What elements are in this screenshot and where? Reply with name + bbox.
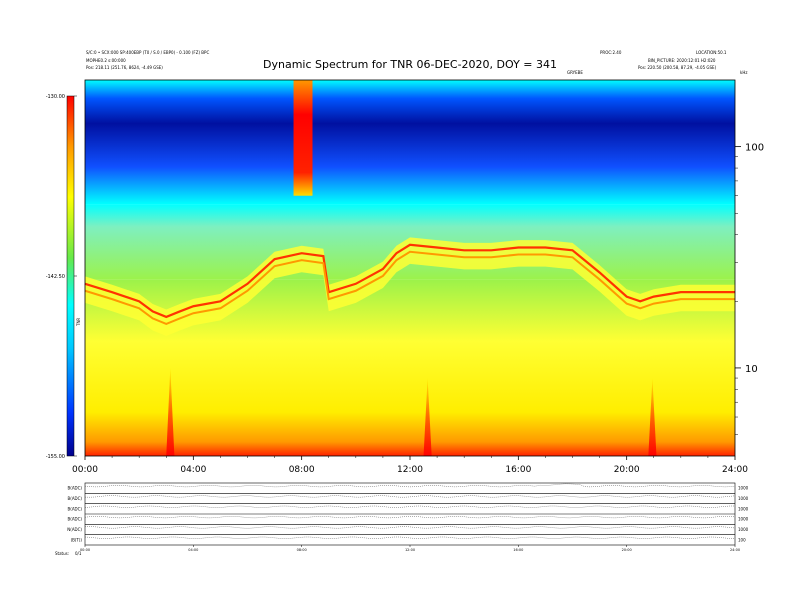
aux-x-tick-label: 24:00	[730, 548, 740, 552]
aux-row-label: N(ADC)	[67, 527, 82, 532]
plasma-halo	[85, 237, 735, 337]
aux-row-scale: 1000	[738, 496, 749, 501]
y-tick-label: 10	[745, 364, 758, 375]
axis-unit-label: kHz	[740, 70, 748, 75]
aux-x-tick-label: 20:00	[622, 548, 632, 552]
x-tick-label: 20:00	[614, 465, 640, 475]
colorbar-tick-label: -142.50	[46, 274, 65, 280]
aux-row-scale: 1000	[738, 486, 749, 491]
plasma-line	[84, 243, 735, 319]
colorbar-tick-label: -155.00	[46, 454, 65, 460]
aux-row-scale: 1000	[738, 527, 749, 532]
radio-burst-0	[293, 80, 313, 196]
x-tick-label: 08:00	[289, 465, 315, 475]
aux-trace	[84, 505, 735, 508]
aux-footer-label: Status:	[55, 551, 69, 556]
x-tick-label: 24:00	[722, 465, 748, 475]
header-bin-picture: BIN_PICTURE: 2020:12:01 H2:020	[648, 58, 716, 63]
header-position-left: Pos: 218.11 (251.76, 8624, -4.49 GSE)	[86, 65, 163, 70]
aux-trace	[84, 516, 736, 519]
colorbar-ticks: -130.00 -142.50 -155.00	[46, 94, 77, 460]
header-mid-label: GRYEBE	[567, 70, 583, 75]
aux-trace	[84, 536, 736, 539]
aux-x-tick-label: 12:00	[405, 548, 415, 552]
colorbar-label: TNR	[76, 318, 81, 327]
aux-x-tick-label: 08:00	[297, 548, 307, 552]
header-position-right: Pos: 220.50 (200.58, 87.29, -4.05 GSE)	[638, 65, 717, 70]
aux-row-label: B(ADC)	[68, 506, 83, 511]
radio-spike-2	[423, 378, 432, 456]
plasma-line-edge	[84, 250, 735, 325]
band-upper	[85, 80, 735, 205]
aux-row-label: (B(T))	[71, 537, 83, 542]
aux-trace	[84, 483, 736, 488]
aux-x-tick-label: 16:00	[513, 548, 523, 552]
aux-footer-value: 0/1	[75, 551, 82, 556]
aux-row-label: B(ADC)	[68, 496, 83, 501]
x-tick-label: 16:00	[505, 465, 531, 475]
y-tick-label: 100	[745, 143, 764, 154]
radio-spike-3	[648, 378, 657, 456]
header-info-1: S/C:0 • SCX:000 SP:400EBP (T0 / S.0 / EB…	[86, 50, 210, 55]
heatmap-layer	[84, 80, 735, 456]
aux-trace	[84, 495, 736, 498]
x-tick-label: 00:00	[72, 465, 98, 475]
colorbar-tick-label: -130.00	[46, 94, 65, 100]
header-location: LOCATION:50.1	[696, 50, 727, 55]
header-info-2: MOPHE0.2 s:00:000	[86, 58, 126, 63]
aux-row-label: B(ADC)	[68, 517, 83, 522]
aux-trace	[84, 526, 736, 529]
colorbar	[66, 95, 75, 457]
header-proc: PROC:2.40	[600, 50, 622, 55]
chart-title: Dynamic Spectrum for TNR 06-DEC-2020, DO…	[263, 58, 557, 71]
aux-x-tick-label: 00:00	[80, 548, 90, 552]
aux-row-scale: 100	[738, 537, 746, 542]
aux-x-tick-label: 04:00	[188, 548, 198, 552]
x-axis-ticks: 00:00 04:00 08:00 12:00 16:00 20:00 24:00	[72, 456, 748, 475]
x-tick-label: 04:00	[180, 465, 206, 475]
y-axis-ticks: 100 10	[735, 143, 764, 435]
radio-spike-1	[166, 367, 175, 456]
x-tick-label: 12:00	[397, 465, 423, 475]
aux-row-scale: 1000	[738, 506, 749, 511]
aux-row-label: B(ADC)	[68, 486, 83, 491]
aux-row-scale: 1000	[738, 517, 749, 522]
